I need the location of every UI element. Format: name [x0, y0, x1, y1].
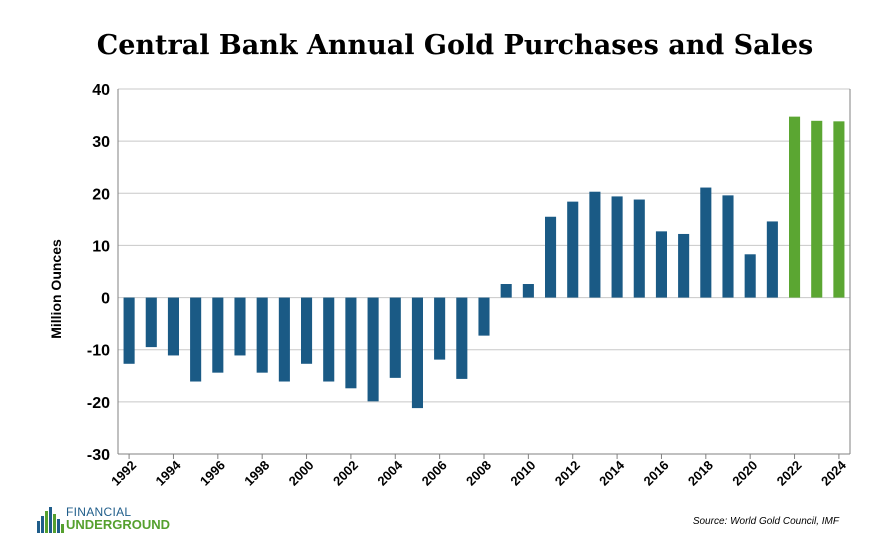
x-tick-label: 1996 — [197, 458, 228, 489]
bar-2006 — [434, 297, 446, 360]
bar-2022 — [789, 116, 801, 298]
x-tick-label: 2020 — [729, 458, 760, 489]
source-note: Source: World Gold Council, IMF — [692, 516, 839, 527]
gridlines — [117, 88, 851, 455]
y-tick-label: -10 — [87, 343, 110, 360]
bar-2001 — [323, 297, 335, 382]
bar-2005 — [411, 297, 423, 409]
x-tick-label: 2010 — [507, 458, 538, 489]
bar-2014 — [611, 196, 623, 298]
bar-1996 — [212, 297, 224, 373]
logo-text-financial: FINANCIAL — [66, 505, 132, 519]
bar-1999 — [278, 297, 290, 382]
bar-1997 — [234, 297, 246, 356]
bar-2015 — [633, 199, 645, 298]
bar-2008 — [478, 297, 490, 336]
x-tick-label: 2008 — [463, 458, 494, 489]
bar-2000 — [301, 297, 313, 364]
bar-2013 — [589, 191, 601, 298]
chart-title: Central Bank Annual Gold Purchases and S… — [96, 30, 814, 61]
y-tick-label: -30 — [87, 447, 110, 464]
financial-underground-logo: FINANCIAL UNDERGROUND — [36, 505, 186, 535]
bar-2012 — [567, 201, 579, 298]
x-tick-label: 2006 — [419, 458, 450, 489]
x-tick-label: 1994 — [153, 457, 185, 489]
bars — [123, 116, 845, 409]
y-tick-label: 20 — [92, 186, 110, 203]
x-tick-label: 1998 — [241, 458, 272, 489]
bar-1993 — [145, 297, 157, 348]
bar-2018 — [700, 187, 712, 298]
x-tick-label: 1992 — [108, 458, 139, 489]
bar-2016 — [655, 231, 667, 298]
bar-2020 — [744, 254, 756, 298]
x-tick-label: 2014 — [596, 457, 628, 489]
bar-2023 — [811, 120, 823, 298]
y-tick-label: 30 — [92, 134, 110, 151]
bar-2024 — [833, 121, 845, 298]
bar-2007 — [456, 297, 468, 379]
y-axis-label: Million Ounces — [48, 239, 64, 339]
bar-2002 — [345, 297, 357, 389]
x-tick-label: 2022 — [774, 458, 805, 489]
y-tick-label: 10 — [92, 238, 110, 255]
x-tick-label: 2016 — [641, 458, 672, 489]
bar-2010 — [522, 284, 534, 298]
x-tick-label: 2018 — [685, 458, 716, 489]
bar-2019 — [722, 195, 734, 298]
bar-2004 — [389, 297, 401, 378]
bar-1998 — [256, 297, 268, 373]
x-tick-labels: 1992 1994 1996 1998 2000 2002 2004 2006 2008 2010… — [108, 454, 850, 489]
y-tick-labels: 40 30 20 10 0 -10 -20 -30 — [87, 82, 110, 464]
bar-1994 — [167, 297, 179, 356]
bar-2003 — [367, 297, 379, 402]
bar-1992 — [123, 297, 135, 364]
y-tick-label: -20 — [87, 395, 110, 412]
bar-1995 — [190, 297, 202, 382]
bar-2017 — [678, 233, 690, 298]
x-tick-label: 2000 — [286, 458, 317, 489]
y-tick-label: 0 — [101, 291, 110, 308]
y-tick-label: 40 — [92, 82, 110, 99]
city-skyline-bars-icon — [37, 507, 64, 533]
x-tick-label: 2004 — [374, 457, 406, 489]
bar-2009 — [500, 284, 512, 298]
bar-2011 — [545, 216, 557, 298]
bar-2021 — [766, 221, 778, 298]
logo-text-underground: UNDERGROUND — [66, 517, 170, 532]
x-tick-label: 2024 — [818, 457, 850, 489]
x-tick-label: 2002 — [330, 458, 361, 489]
x-tick-label: 2012 — [552, 458, 583, 489]
